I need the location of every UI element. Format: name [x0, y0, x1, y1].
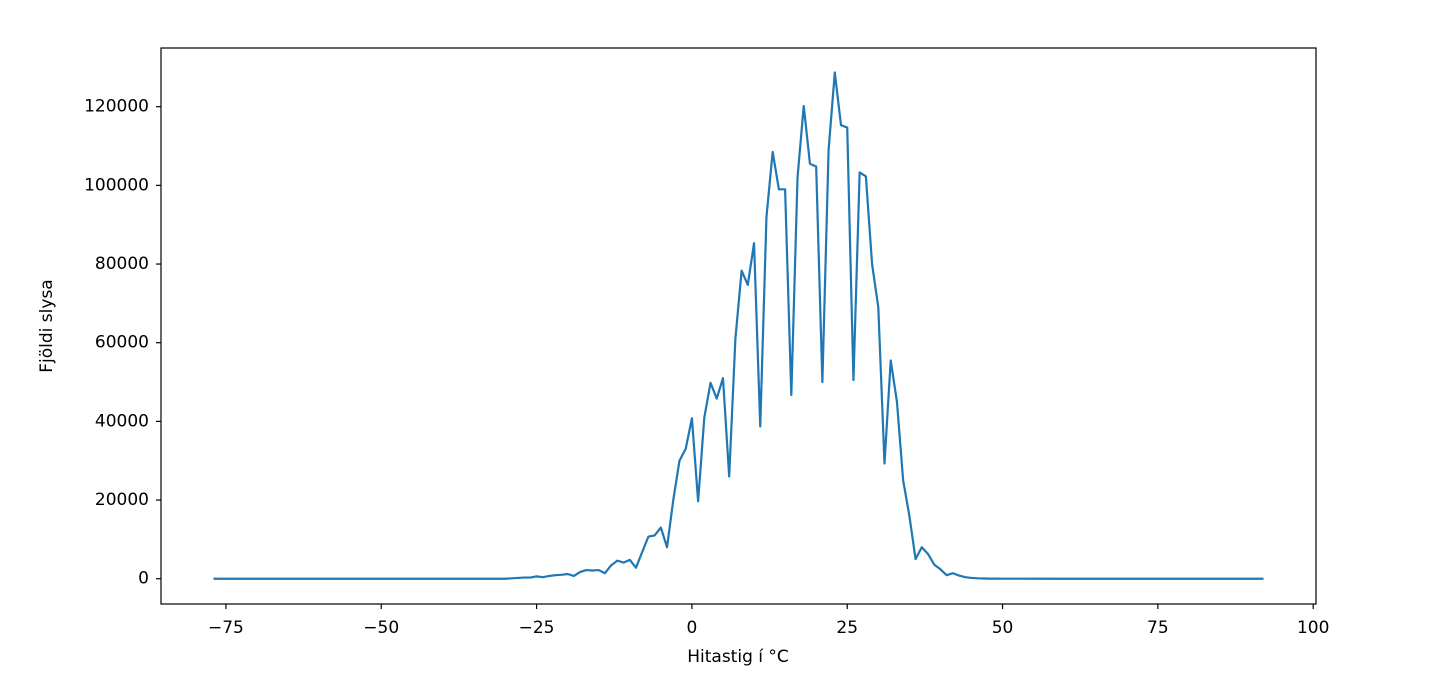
x-tick-label: 0 [686, 618, 697, 638]
x-tick-label: 75 [1147, 618, 1169, 638]
x-tick-label: −25 [519, 618, 555, 638]
data-line [213, 71, 1264, 580]
x-tick-label: 100 [1297, 618, 1329, 638]
y-axis-label: Fjöldi slysa [37, 279, 57, 372]
x-tick-label: 25 [836, 618, 858, 638]
x-tick-label: −50 [363, 618, 399, 638]
y-tick-label: 0 [138, 569, 149, 589]
x-tick-label: 50 [992, 618, 1014, 638]
y-tick-label: 120000 [84, 97, 149, 117]
plot-frame [160, 47, 1317, 605]
x-tick-label: −75 [208, 618, 244, 638]
y-tick-label: 60000 [95, 333, 149, 353]
x-axis-label: Hitastig í °C [687, 647, 789, 667]
y-tick-label: 20000 [95, 490, 149, 510]
y-tick-label: 40000 [95, 411, 149, 431]
y-tick-label: 100000 [84, 175, 149, 195]
y-tick-label: 80000 [95, 254, 149, 274]
